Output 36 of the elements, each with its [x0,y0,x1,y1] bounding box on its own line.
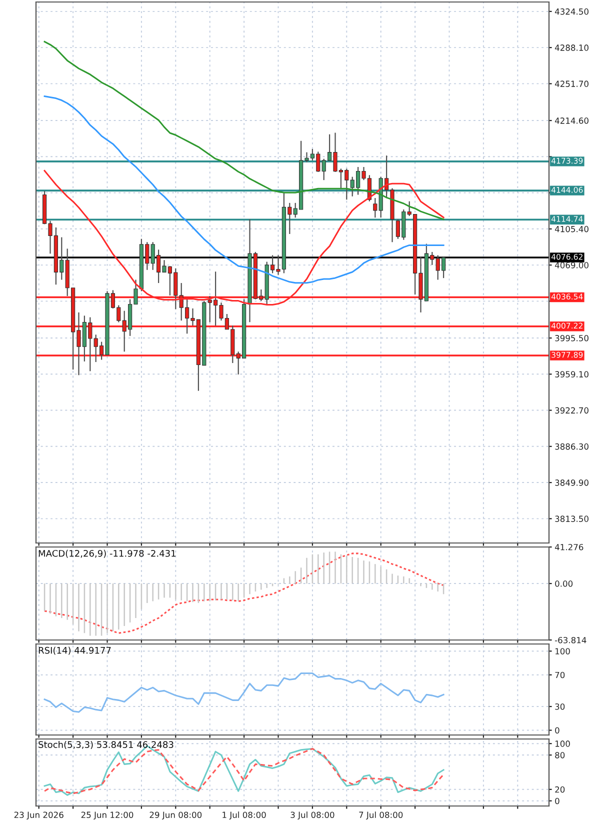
y-tick-label: 4214.60 [554,118,588,124]
line-series [44,40,444,220]
chart-title: MACD(12,26,9) -11.978 -2.431 [38,550,176,558]
x-tick-label: 25 Jun 12:00 [81,812,134,820]
y-tick-label: 0 [555,798,560,804]
y-tick-label: 3886.30 [555,443,588,450]
x-tick-label: 1 Jul 08:00 [222,812,266,820]
y-tick-label: 0 [555,727,560,734]
line-series [44,96,444,284]
y-tick-label: 3995.50 [555,334,588,342]
y-tick-label: 30 [555,703,565,710]
candlestick [373,197,378,218]
x-tick-label: 7 Jul 08:00 [359,812,403,820]
y-tick-label: 100 [555,648,570,654]
line-series [44,672,444,713]
y-tick-label: -63.814 [554,636,586,644]
y-tick-label: 3922.70 [555,407,588,414]
y-tick-label: 70 [555,672,565,678]
y-tick-label: 4105.40 [554,226,588,232]
x-tick-label: 3 Jul 08:00 [290,812,334,820]
y-tick-label: 80 [555,752,565,758]
y-tick-label: 3959.10 [555,371,588,378]
y-tick-label: 20 [555,786,565,793]
y-tick-label: 4251.70 [554,80,588,87]
y-tick-label: 4069.00 [554,262,588,268]
x-tick-label: 23 Jun 2026 [14,812,64,820]
y-tick-label: 4324.50 [554,8,588,15]
y-tick-label: 4288.10 [554,44,588,51]
chart-title: Stoch(5,3,3) 53.8451 46.2483 [38,741,174,750]
y-tick-label: 100 [555,740,570,747]
y-tick-label: 3813.50 [555,516,588,522]
y-tick-label: 3849.90 [555,480,588,486]
y-tick-label: 41.276 [554,544,584,550]
chart-title: RSI(14) 44.9177 [38,646,111,655]
x-tick-label: 29 Jun 08:00 [150,812,202,820]
y-tick-label: 0.00 [555,580,573,587]
